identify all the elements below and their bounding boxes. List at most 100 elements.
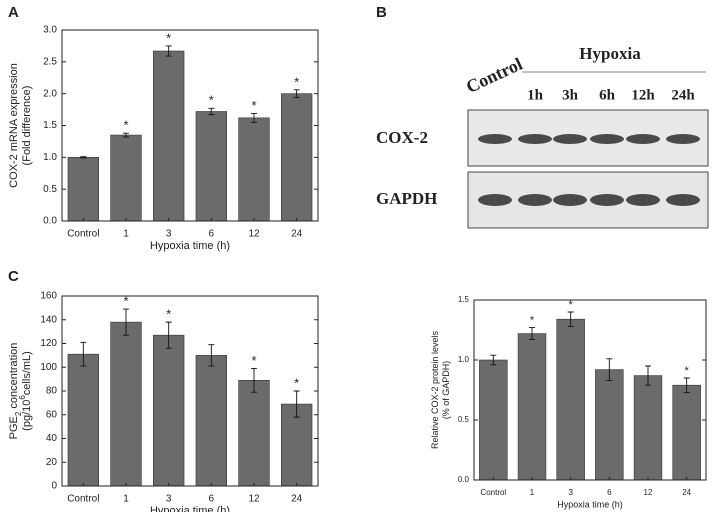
significance-label: * — [294, 375, 299, 390]
x-tick-label: 24 — [291, 494, 303, 505]
bar — [195, 111, 227, 222]
x-axis-label: Hypoxia time (h) — [150, 505, 230, 512]
y-axis-label-part: 6 — [18, 395, 27, 400]
error-bar — [251, 112, 257, 123]
y-tick-label: 160 — [40, 291, 57, 302]
x-tick-label: Control — [67, 229, 99, 240]
band — [666, 134, 700, 144]
x-tick-label: Control — [67, 494, 99, 505]
lane-label: Control — [463, 54, 526, 97]
y-tick-label: 1.5 — [43, 120, 57, 131]
x-tick-label: 1 — [123, 229, 129, 240]
band — [478, 134, 512, 144]
error-bar — [567, 311, 574, 327]
bar — [672, 384, 701, 481]
error-bar — [208, 344, 215, 367]
x-tick-label: 12 — [644, 488, 653, 497]
bar — [238, 380, 270, 487]
y-tick-label: 0.0 — [458, 475, 470, 484]
bar — [281, 93, 313, 222]
y-tick-label: 2.5 — [43, 56, 57, 67]
row-label: GAPDH — [376, 189, 437, 208]
error-bar — [529, 327, 535, 341]
y-tick-label: 1.0 — [43, 152, 57, 163]
significance-label: * — [251, 353, 256, 368]
significance-label: * — [530, 315, 535, 327]
significance-label: * — [166, 307, 171, 322]
band — [590, 194, 624, 206]
y-tick-label: 3.0 — [43, 25, 57, 36]
y-tick-label: 60 — [46, 409, 58, 420]
bar — [153, 50, 185, 222]
row-label: COX-2 — [376, 128, 428, 147]
y-tick-label: 120 — [40, 338, 57, 349]
y-tick-label: 0.5 — [43, 184, 57, 195]
significance-label: * — [123, 118, 128, 133]
plot-frame — [61, 29, 319, 222]
lane-label: 3h — [562, 87, 579, 103]
error-bar — [165, 45, 172, 57]
x-axis-label: Hypoxia time (h) — [150, 240, 230, 252]
y-tick-label: 1.0 — [458, 355, 470, 364]
bar — [67, 157, 99, 222]
x-tick-label: 1 — [123, 494, 129, 505]
x-tick-label: 3 — [166, 229, 172, 240]
x-tick-label: Control — [480, 488, 506, 497]
panel-label: B — [376, 4, 387, 21]
lane-label: 1h — [527, 87, 544, 103]
panel-label: A — [8, 4, 19, 21]
panel-label: C — [8, 268, 19, 285]
error-bar — [645, 365, 651, 386]
significance-label: * — [166, 30, 171, 45]
band — [626, 194, 660, 206]
bar — [633, 375, 663, 481]
y-tick-label: 2.0 — [43, 88, 57, 99]
y-axis-label-part: PGE — [8, 416, 20, 439]
y-tick-label: 0 — [51, 481, 57, 492]
x-tick-label: 3 — [166, 494, 172, 505]
error-bar — [80, 341, 87, 367]
band — [518, 134, 552, 144]
plot-frame — [473, 299, 707, 481]
band — [553, 194, 587, 206]
error-bar — [490, 354, 497, 366]
error-bar — [123, 308, 129, 336]
x-tick-label: 12 — [248, 494, 260, 505]
band — [478, 194, 512, 206]
y-axis-label: (% of GAPDH) — [441, 361, 451, 420]
x-tick-label: 6 — [209, 494, 215, 505]
y-tick-label: 1.5 — [458, 295, 470, 304]
bar — [195, 355, 227, 487]
significance-label: * — [685, 365, 690, 377]
y-axis-label-part: (% of GAPDH) — [441, 361, 451, 420]
significance-label: * — [294, 74, 299, 89]
y-tick-label: 0.0 — [43, 216, 57, 227]
y-axis-label-part: Relative COX-2 protein levels — [430, 330, 440, 449]
error-bar — [683, 377, 690, 393]
significance-label: * — [569, 299, 574, 311]
lane-label: 24h — [671, 87, 695, 103]
band — [626, 134, 660, 144]
significance-label: * — [209, 93, 214, 108]
lane-label: 6h — [599, 87, 616, 103]
bar — [110, 134, 142, 222]
y-axis-label-part: COX-2 mRNA expression — [8, 63, 20, 188]
x-tick-label: 24 — [291, 229, 303, 240]
x-axis-label: Hypoxia time (h) — [557, 499, 623, 509]
y-axis-label: (Fold difference) — [21, 86, 33, 166]
y-axis-label-part: (Fold difference) — [21, 86, 33, 166]
band — [590, 134, 624, 144]
error-bar — [251, 367, 257, 393]
band — [553, 134, 587, 144]
error-bar — [165, 321, 172, 349]
error-bar — [293, 89, 300, 98]
error-bar — [80, 156, 87, 159]
y-tick-label: 100 — [40, 362, 57, 373]
bar — [595, 369, 624, 481]
y-tick-label: 140 — [40, 314, 57, 325]
bar — [238, 117, 270, 222]
y-tick-label: 20 — [46, 457, 58, 468]
lane-label: 12h — [631, 87, 655, 103]
y-tick-label: 80 — [46, 386, 58, 397]
y-tick-label: 0.5 — [458, 415, 470, 424]
